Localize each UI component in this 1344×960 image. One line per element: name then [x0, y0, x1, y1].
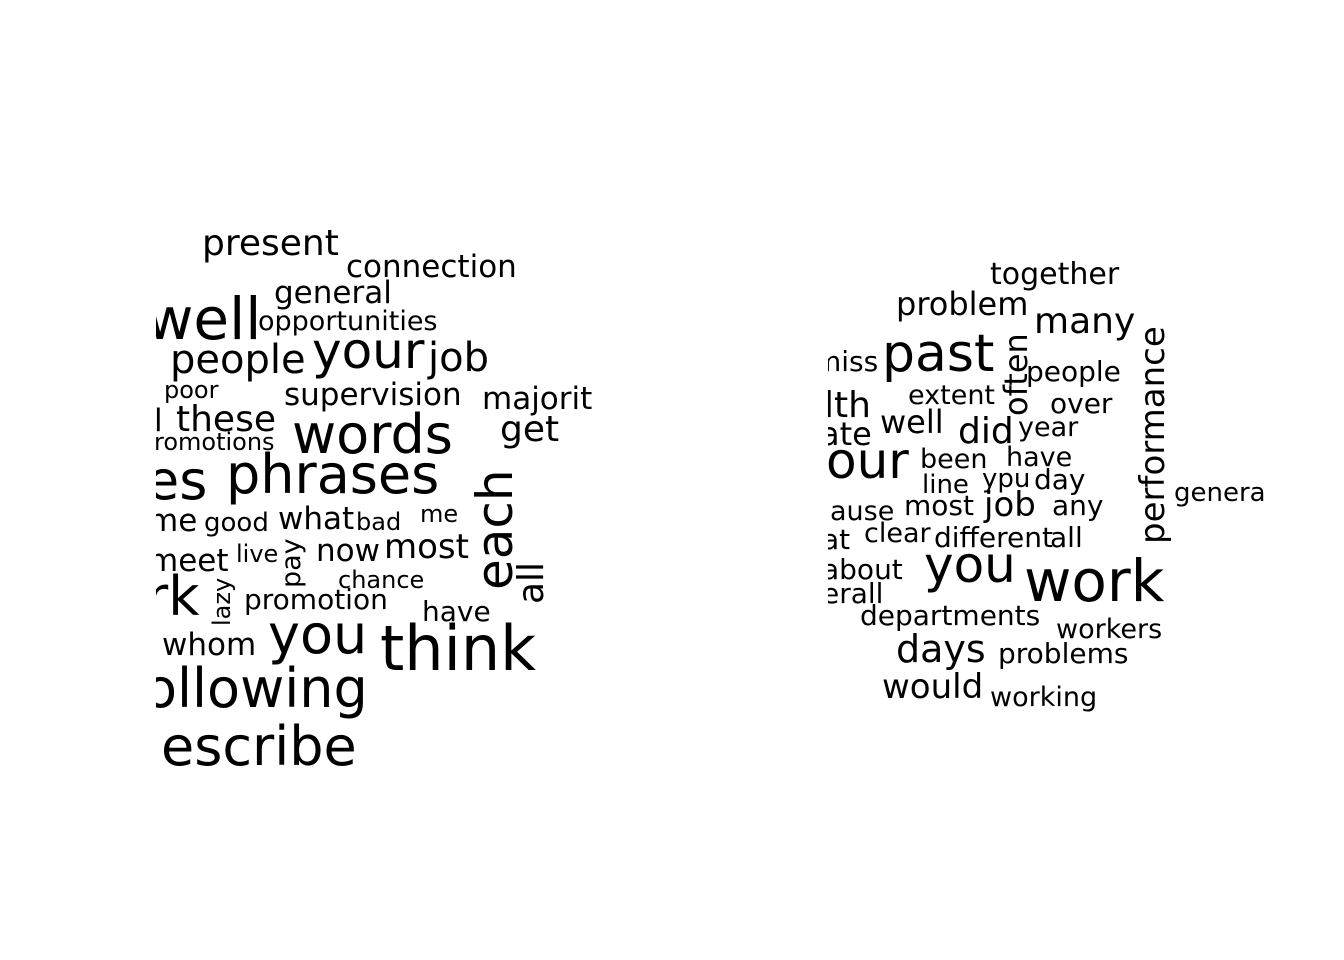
word-cloud-left: present connection general well opportun… — [156, 220, 592, 769]
word: es — [156, 449, 208, 512]
word: well — [156, 285, 262, 353]
word: our — [828, 432, 909, 490]
word: pay — [276, 538, 307, 588]
word: different — [934, 521, 1053, 554]
word: you — [268, 603, 368, 666]
word: workers — [1056, 614, 1163, 645]
word: working — [990, 682, 1098, 713]
word: most — [904, 489, 974, 522]
word: together — [990, 257, 1120, 292]
word: about — [828, 553, 903, 586]
word: job — [984, 485, 1036, 525]
word: days — [896, 627, 986, 671]
word: good — [204, 508, 269, 538]
word: have — [1006, 442, 1073, 473]
word: lazy — [208, 577, 236, 626]
word: whom — [162, 627, 257, 663]
word: all — [511, 561, 552, 604]
word: supervision — [284, 377, 462, 413]
word: poor — [164, 376, 219, 404]
word: connection — [346, 249, 517, 285]
word: you — [924, 536, 1016, 594]
word: job — [428, 335, 489, 381]
word: now — [316, 533, 380, 569]
word: think — [380, 612, 537, 685]
word: departments — [860, 599, 1041, 632]
word: l — [156, 403, 163, 439]
word: ate — [828, 415, 872, 453]
word: day — [1034, 463, 1086, 496]
word: general — [274, 275, 392, 311]
word: romotions — [156, 428, 275, 456]
word: did — [958, 411, 1014, 452]
word: problems — [998, 637, 1129, 670]
word: words — [292, 403, 453, 466]
word: problem — [896, 285, 1029, 323]
word: well — [880, 403, 944, 441]
word: your — [312, 322, 425, 380]
word: majorit — [482, 381, 592, 417]
word: miss — [828, 345, 879, 378]
word: ause — [830, 496, 895, 527]
word: genera — [1174, 478, 1264, 508]
word: opportunities — [258, 306, 438, 337]
word: ollowing — [156, 657, 368, 720]
word: past — [882, 324, 995, 384]
word: present — [202, 223, 339, 264]
word: bad — [356, 508, 402, 536]
word: these — [176, 399, 276, 440]
word: have — [422, 595, 491, 628]
word: get — [500, 409, 560, 450]
word: erall — [828, 577, 884, 610]
word: many — [1034, 301, 1136, 342]
word: been — [920, 444, 988, 475]
word-cloud-right: together problem many miss past often pe… — [828, 250, 1264, 720]
word: live — [236, 540, 279, 568]
word: me — [420, 500, 459, 528]
word: people — [1026, 355, 1121, 388]
word: people — [170, 337, 306, 383]
word: all — [1050, 521, 1083, 554]
word: me — [156, 503, 198, 539]
word: line — [922, 470, 969, 500]
word: lth — [828, 385, 871, 426]
word: clear — [864, 518, 931, 549]
word: meet — [156, 543, 229, 579]
word: over — [1050, 387, 1113, 420]
word: lescribe — [156, 715, 357, 769]
word: extent — [908, 380, 996, 411]
word: most — [384, 527, 469, 567]
word: work — [1024, 547, 1165, 615]
word: would — [882, 667, 984, 707]
word: promotion — [244, 583, 388, 616]
word: chance — [338, 566, 425, 594]
word: performance — [1133, 326, 1173, 544]
word: year — [1018, 412, 1079, 443]
word: what — [278, 501, 355, 537]
word: any — [1052, 489, 1104, 522]
word: rk — [156, 565, 200, 628]
word: at — [828, 523, 851, 556]
word: ypu — [982, 464, 1031, 494]
word: phrases — [226, 443, 440, 506]
